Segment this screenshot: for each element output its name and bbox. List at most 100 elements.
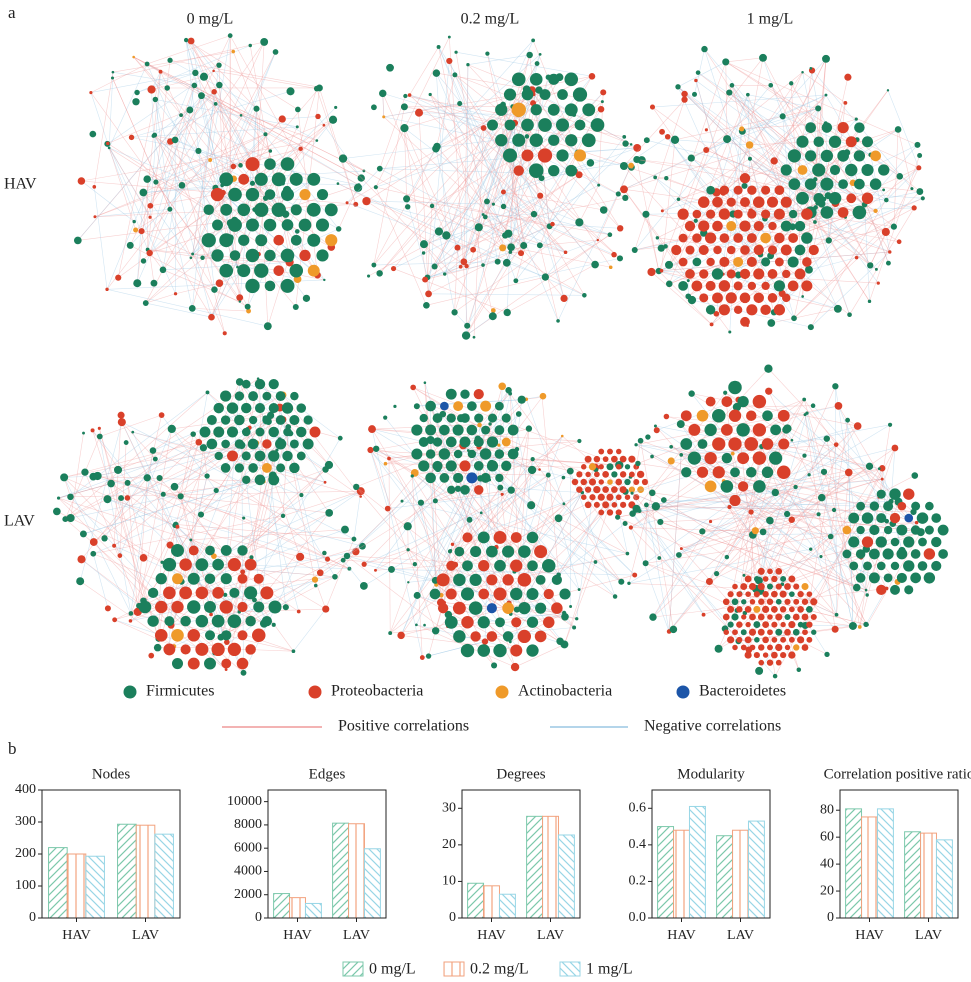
network-node xyxy=(803,413,807,417)
network-node xyxy=(295,106,301,113)
network-edge xyxy=(630,471,825,528)
network-node xyxy=(643,137,650,144)
network-edge xyxy=(718,386,836,649)
network-edge xyxy=(804,414,836,630)
network-edge xyxy=(364,549,409,565)
network-node xyxy=(289,414,300,426)
network-edge xyxy=(755,530,776,677)
network-node xyxy=(801,208,813,220)
network-node xyxy=(739,268,751,280)
network-edge xyxy=(623,118,857,190)
network-edge xyxy=(194,85,242,116)
network-edge xyxy=(706,149,825,200)
network-node xyxy=(883,501,894,512)
network-edge xyxy=(371,428,478,440)
network-node xyxy=(761,281,770,291)
y-tick-label: 300 xyxy=(15,814,36,829)
network-edge xyxy=(681,454,868,596)
network-node xyxy=(624,478,631,486)
network-edge xyxy=(486,201,498,262)
network-edge xyxy=(628,424,891,584)
network-node xyxy=(138,600,152,614)
network-node xyxy=(425,472,436,484)
network-node xyxy=(245,187,260,202)
network-node xyxy=(200,255,205,260)
network-edge xyxy=(795,478,883,488)
network-node xyxy=(591,260,599,269)
network-node xyxy=(255,427,265,437)
network-node xyxy=(406,548,410,552)
network-node xyxy=(633,143,642,152)
bar xyxy=(542,815,559,919)
network-edge xyxy=(213,70,317,89)
network-node xyxy=(418,437,429,447)
network-edge xyxy=(136,45,251,93)
network-node xyxy=(180,615,191,627)
network-edge xyxy=(532,458,620,466)
network-edge xyxy=(795,486,837,615)
network-node xyxy=(240,669,247,676)
network-node xyxy=(103,495,112,504)
network-edge xyxy=(93,72,114,187)
network-edge xyxy=(465,315,493,336)
network-node xyxy=(615,191,621,197)
network-node xyxy=(812,163,826,177)
network-node xyxy=(486,574,498,586)
network-edge xyxy=(114,619,175,647)
network-edge xyxy=(147,35,231,65)
network-node xyxy=(248,463,258,473)
network-node xyxy=(341,525,349,534)
network-node xyxy=(616,225,624,232)
network-edge xyxy=(646,504,728,558)
network-node xyxy=(813,192,825,204)
network-edge xyxy=(774,447,896,677)
network-node xyxy=(179,586,193,600)
network-node xyxy=(576,486,583,493)
network-node xyxy=(881,227,890,237)
network-node xyxy=(486,436,499,448)
network-node xyxy=(481,213,485,216)
network-node xyxy=(227,642,242,657)
network-node xyxy=(373,185,378,190)
network-node xyxy=(213,101,218,106)
network-edge xyxy=(634,85,771,251)
network-edge xyxy=(385,445,464,464)
network-node xyxy=(248,391,259,402)
network-node xyxy=(714,571,720,577)
network-node xyxy=(784,583,791,590)
network-edge xyxy=(190,40,216,104)
network-node xyxy=(229,587,240,598)
network-edge xyxy=(710,486,796,522)
plot-frame xyxy=(461,789,581,919)
network-edge xyxy=(704,48,846,218)
network-edge xyxy=(465,64,469,336)
network-node xyxy=(128,619,133,623)
network-edge xyxy=(579,185,599,223)
network-node xyxy=(539,89,551,101)
network-edge xyxy=(506,144,632,264)
network-edge xyxy=(658,270,712,325)
network-node xyxy=(780,636,787,643)
network-node xyxy=(600,100,604,104)
network-node xyxy=(766,196,779,208)
network-edge xyxy=(881,479,888,522)
network-node xyxy=(801,598,809,605)
network-edge xyxy=(782,497,823,585)
network-edge xyxy=(155,99,212,318)
network-edge xyxy=(257,378,287,608)
network-edge xyxy=(143,187,216,193)
network-node xyxy=(897,501,907,511)
network-node xyxy=(498,382,507,391)
network-node xyxy=(931,513,942,523)
network-node xyxy=(537,148,553,163)
network-edge xyxy=(628,548,811,584)
network-node xyxy=(718,208,731,220)
network-edge xyxy=(652,94,827,108)
network-node xyxy=(749,644,756,651)
network-node xyxy=(254,474,266,486)
network-edge xyxy=(814,58,827,180)
network-node xyxy=(687,295,697,305)
network-node xyxy=(775,583,782,590)
network-edge xyxy=(758,413,808,581)
network-node xyxy=(464,322,471,329)
